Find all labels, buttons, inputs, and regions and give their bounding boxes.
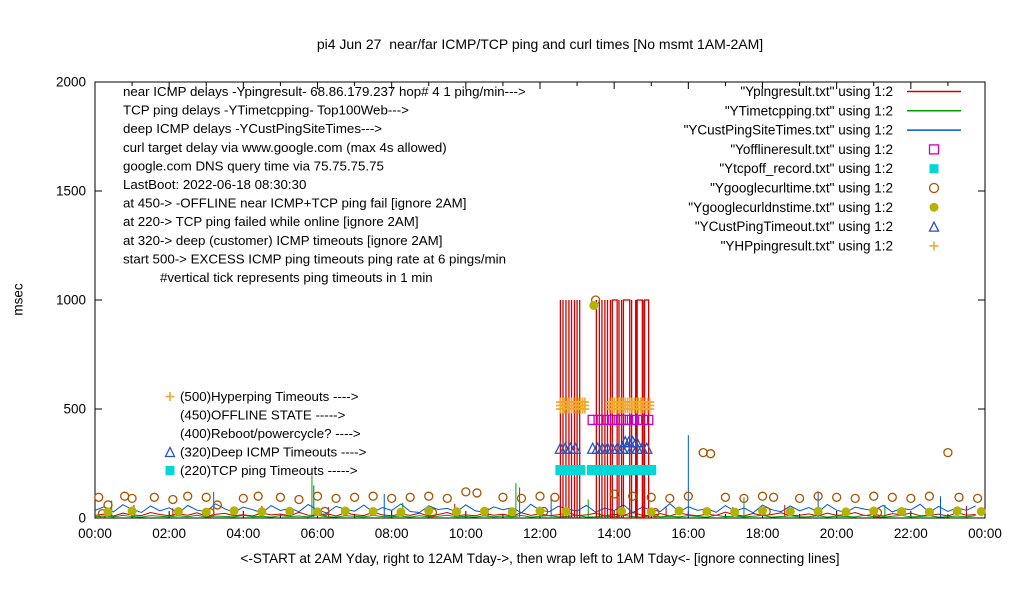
svg-text:(220)TCP ping Timeouts ----->: (220)TCP ping Timeouts -----> [180,463,358,478]
series-tcpoff-record [555,465,657,476]
svg-text:TCP ping delays -YTimetcpping-: TCP ping delays -YTimetcpping- Top100Web… [123,103,409,118]
svg-text:18:00: 18:00 [746,526,780,541]
svg-text:22:00: 22:00 [894,526,928,541]
svg-text:2000: 2000 [56,75,86,90]
series-offline-state [587,414,654,426]
svg-text:1000: 1000 [56,293,86,308]
tick-labels: 00:00 02:00 04:00 06:00 08:00 10:00 12:00 14:00… [56,75,1002,542]
svg-text:"Ypingresult.txt" using 1:2: "Ypingresult.txt" using 1:2 [740,84,893,99]
svg-text:google.com DNS query time via: google.com DNS query time via 75.75.75.7… [123,158,384,173]
svg-text:start 500-> EXCESS ICMP ping t: start 500-> EXCESS ICMP ping timeouts pi… [123,251,506,266]
svg-text:14:00: 14:00 [597,526,631,541]
legend: "Ypingresult.txt" using 1:2 "YTimetcpping… [684,84,961,253]
svg-text:0: 0 [78,511,86,526]
svg-text:02:00: 02:00 [152,526,186,541]
svg-text:00:00: 00:00 [968,526,1002,541]
svg-text:"Ygooglecurltime.txt" using 1:: "Ygooglecurltime.txt" using 1:2 [710,181,893,196]
svg-text:LastBoot: 2022-06-18 08:30:30: LastBoot: 2022-06-18 08:30:30 [123,177,306,192]
series-google-curl-time [94,295,983,519]
plot-annotations: near ICMP delays -Ypingresult- 68.86.179… [123,84,526,285]
svg-text:12:00: 12:00 [523,526,557,541]
svg-text:at 320-> deep (customer) ICMP: at 320-> deep (customer) ICMP timeouts [… [123,233,442,248]
svg-text:10:00: 10:00 [449,526,483,541]
svg-text:"YHPpingresult.txt" using 1:2: "YHPpingresult.txt" using 1:2 [721,238,893,253]
svg-text:#vertical tick represents ping: #vertical tick represents ping timeouts … [160,270,433,285]
svg-text:00:00: 00:00 [78,526,112,541]
svg-text:16:00: 16:00 [671,526,705,541]
svg-text:500: 500 [63,402,86,417]
svg-text:06:00: 06:00 [301,526,335,541]
svg-text:08:00: 08:00 [375,526,409,541]
svg-text:deep ICMP delays -YCustPingSit: deep ICMP delays -YCustPingSiteTimes---> [123,121,382,136]
svg-text:curl target delay via www.goog: curl target delay via www.google.com (ma… [123,140,447,155]
svg-text:(450)OFFLINE STATE ----->: (450)OFFLINE STATE -----> [180,408,346,423]
series-hyperping-timeouts [555,397,655,414]
svg-text:04:00: 04:00 [226,526,260,541]
key-annotations: (500)Hyperping Timeouts ----> (450)OFFLIN… [164,389,367,478]
svg-text:"YTimetcpping.txt" using 1:2: "YTimetcpping.txt" using 1:2 [725,103,893,118]
svg-text:(500)Hyperping Timeouts ---->: (500)Hyperping Timeouts ----> [180,389,359,404]
svg-text:"YCustPingSiteTimes.txt" using: "YCustPingSiteTimes.txt" using 1:2 [684,123,893,138]
svg-text:"Ygooglecurldnstime.txt" using: "Ygooglecurldnstime.txt" using 1:2 [688,200,893,215]
svg-text:"Ytcpoff_record.txt" using 1:2: "Ytcpoff_record.txt" using 1:2 [719,161,893,176]
svg-text:1500: 1500 [56,184,86,199]
svg-text:at 450-> -OFFLINE near ICMP+TC: at 450-> -OFFLINE near ICMP+TCP ping fai… [123,196,466,211]
chart-title: pi4 Jun 27 near/far ICMP/TCP ping and cu… [316,36,764,52]
x-axis-label: <-START at 2AM Yday, right to 12AM Tday-… [240,551,840,566]
svg-text:near ICMP delays -Ypingresult-: near ICMP delays -Ypingresult- 68.86.179… [123,84,526,99]
svg-text:20:00: 20:00 [820,526,854,541]
svg-text:"YCustPingTimeout.txt" using 1: "YCustPingTimeout.txt" using 1:2 [695,219,893,234]
svg-text:"Yofflineresult.txt" using 1:2: "Yofflineresult.txt" using 1:2 [730,142,893,157]
svg-text:at 220-> TCP ping failed while: at 220-> TCP ping failed while online [i… [123,214,419,229]
svg-text:(320)Deep ICMP Timeouts ---->: (320)Deep ICMP Timeouts ----> [180,445,367,460]
series-custping-timeouts [554,435,653,454]
series-google-dns-time [103,300,986,517]
svg-text:(400)Reboot/powercycle? ---->: (400)Reboot/powercycle? ----> [180,426,361,441]
